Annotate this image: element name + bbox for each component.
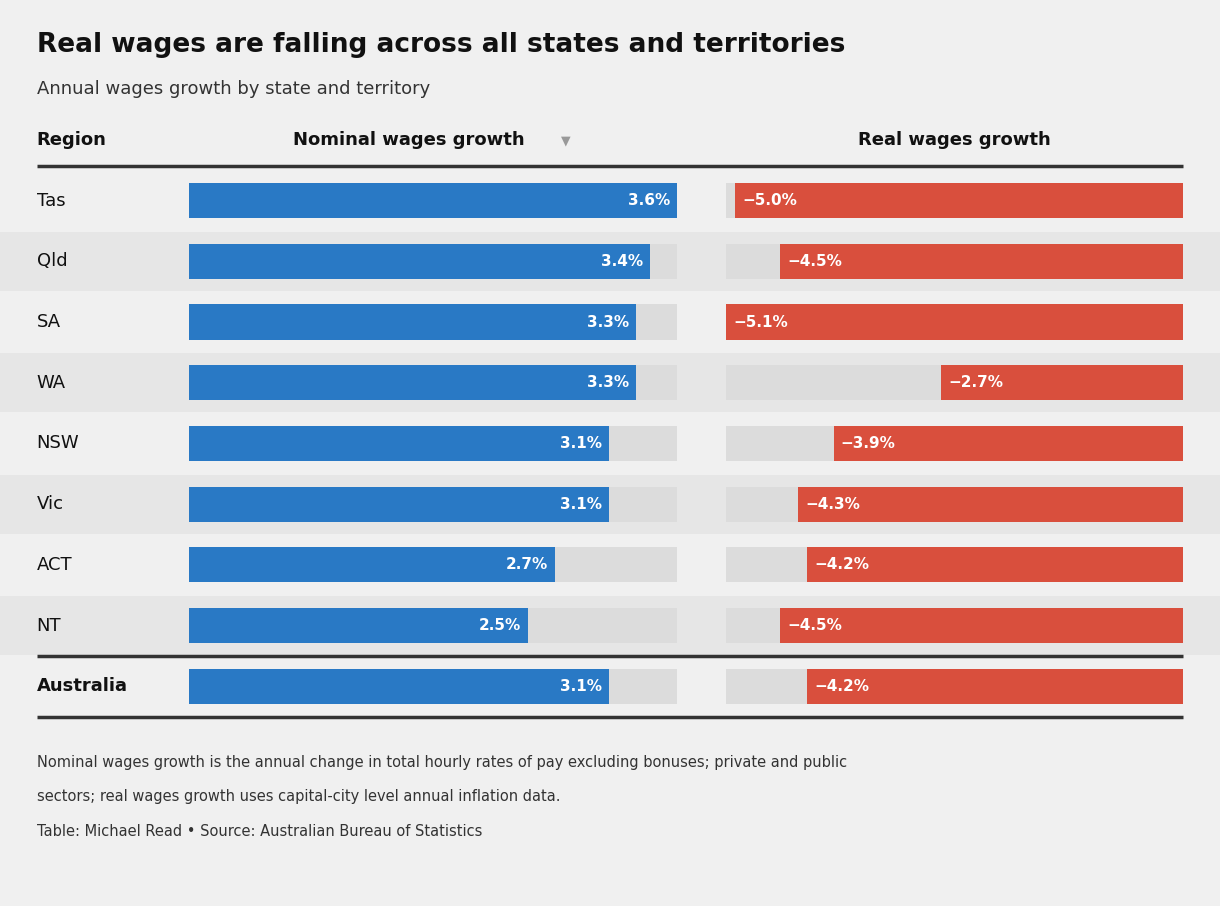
Text: Real wages growth: Real wages growth [859, 131, 1050, 149]
Bar [726, 304, 1183, 340]
Bar [941, 365, 1183, 400]
Text: −4.2%: −4.2% [814, 679, 869, 694]
Bar [833, 426, 1183, 461]
Text: 3.3%: 3.3% [587, 375, 630, 390]
Bar [189, 183, 677, 218]
Text: −4.5%: −4.5% [787, 618, 842, 633]
Text: 3.1%: 3.1% [560, 679, 601, 694]
Text: −4.3%: −4.3% [805, 496, 860, 512]
Text: −5.1%: −5.1% [733, 314, 788, 330]
Text: Annual wages growth by state and territory: Annual wages growth by state and territo… [37, 80, 429, 98]
Bar [189, 426, 677, 461]
Text: NSW: NSW [37, 435, 79, 452]
Bar [0, 293, 1220, 352]
Bar [726, 426, 1183, 461]
Text: −4.5%: −4.5% [787, 254, 842, 269]
Bar [189, 365, 637, 400]
Text: Real wages are falling across all states and territories: Real wages are falling across all states… [37, 32, 845, 58]
Bar [0, 596, 1220, 655]
Bar [189, 669, 609, 704]
Bar [726, 304, 1183, 340]
Bar [189, 608, 528, 643]
Text: ▼: ▼ [561, 134, 571, 147]
Text: 3.4%: 3.4% [600, 254, 643, 269]
Bar [189, 365, 677, 400]
Bar [189, 304, 677, 340]
Text: Nominal wages growth is the annual change in total hourly rates of pay excluding: Nominal wages growth is the annual chang… [37, 755, 847, 770]
Bar [0, 535, 1220, 594]
Text: Tas: Tas [37, 192, 65, 209]
Text: 2.7%: 2.7% [505, 557, 548, 573]
Text: SA: SA [37, 313, 61, 331]
Bar [189, 304, 637, 340]
Bar [189, 487, 609, 522]
Text: ACT: ACT [37, 556, 72, 573]
Text: −2.7%: −2.7% [948, 375, 1004, 390]
Text: −3.9%: −3.9% [841, 436, 895, 451]
Bar [726, 547, 1183, 583]
Text: Australia: Australia [37, 678, 128, 695]
Text: Region: Region [37, 131, 106, 149]
Bar [780, 608, 1183, 643]
Bar [726, 608, 1183, 643]
Text: −5.0%: −5.0% [742, 193, 797, 208]
Bar [0, 414, 1220, 473]
Bar [780, 244, 1183, 279]
Bar [189, 547, 677, 583]
Bar [189, 487, 677, 522]
Bar [798, 487, 1183, 522]
Text: Qld: Qld [37, 253, 67, 270]
Text: Vic: Vic [37, 496, 63, 513]
Bar [189, 608, 677, 643]
Bar [734, 183, 1183, 218]
Bar [806, 547, 1183, 583]
Text: −4.2%: −4.2% [814, 557, 869, 573]
Bar [726, 365, 1183, 400]
Bar [0, 657, 1220, 716]
Bar [0, 232, 1220, 291]
Text: WA: WA [37, 374, 66, 391]
Bar [189, 426, 609, 461]
Text: 3.3%: 3.3% [587, 314, 630, 330]
Bar [189, 547, 555, 583]
Bar [0, 171, 1220, 230]
Text: 2.5%: 2.5% [478, 618, 521, 633]
Text: Table: Michael Read • Source: Australian Bureau of Statistics: Table: Michael Read • Source: Australian… [37, 824, 482, 839]
Bar [726, 183, 1183, 218]
Bar [189, 244, 650, 279]
Bar [189, 183, 677, 218]
Text: NT: NT [37, 617, 61, 634]
Bar [806, 669, 1183, 704]
Bar [0, 353, 1220, 412]
Text: Nominal wages growth: Nominal wages growth [293, 131, 525, 149]
Bar [189, 244, 677, 279]
Bar [726, 669, 1183, 704]
Bar [189, 669, 677, 704]
Bar [726, 244, 1183, 279]
Bar [0, 475, 1220, 534]
Text: 3.6%: 3.6% [627, 193, 670, 208]
Text: 3.1%: 3.1% [560, 436, 601, 451]
Bar [726, 487, 1183, 522]
Text: 3.1%: 3.1% [560, 496, 601, 512]
Text: sectors; real wages growth uses capital-city level annual inflation data.: sectors; real wages growth uses capital-… [37, 789, 560, 805]
